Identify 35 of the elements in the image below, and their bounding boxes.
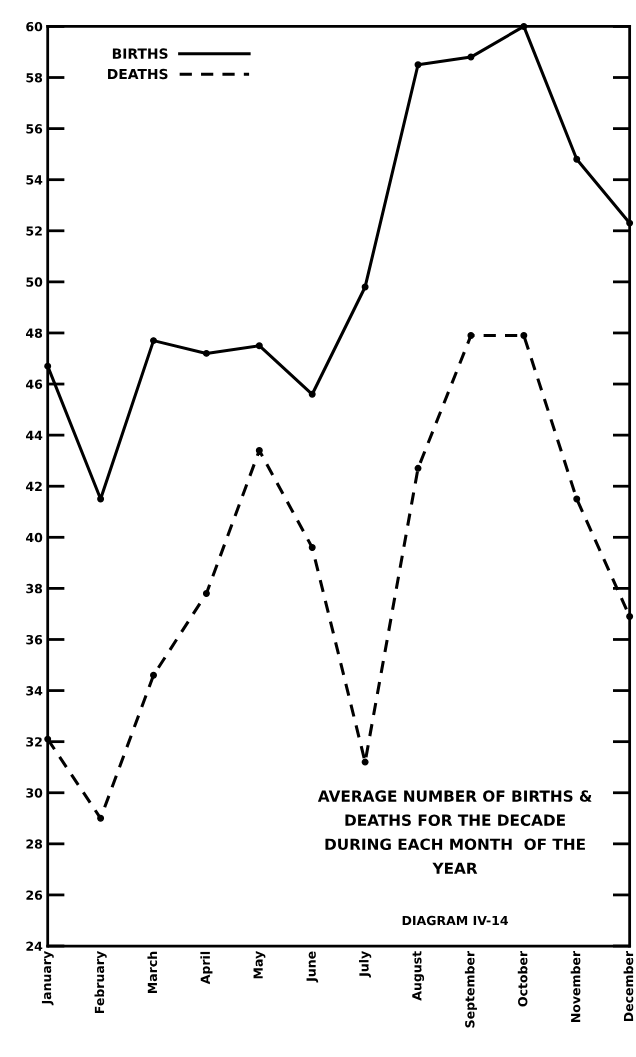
x-tick-label: November: [570, 950, 581, 1023]
x-tick-label: June: [306, 951, 319, 983]
text: DIAGRAM IV-14: [402, 915, 509, 926]
x-tick-label: April: [200, 951, 213, 985]
y-tick-label: 38: [26, 583, 43, 594]
y-tick-label: 58: [26, 72, 43, 83]
x-tick-label: October: [517, 950, 528, 1007]
x-tick-label: May: [253, 951, 266, 979]
x-tick-label: December: [623, 950, 634, 1022]
y-tick-label: 30: [26, 788, 43, 798]
y-tick-label: 34: [26, 686, 43, 696]
x-tick-label: March: [147, 951, 158, 994]
x-tick-label: February: [94, 951, 107, 1013]
y-tick-label: 46: [26, 379, 43, 389]
y-tick-label: 26: [26, 890, 43, 900]
y-tick-label: 54: [26, 175, 43, 185]
legend-label: BIRTHS: [112, 48, 168, 59]
legend-label: DEATHS: [108, 68, 168, 80]
y-tick-label: 44: [26, 430, 43, 440]
y-tick-label: 48: [26, 328, 43, 338]
y-tick-label: 42: [26, 481, 42, 491]
x-tick-label: July: [359, 951, 372, 978]
y-tick-label: 56: [26, 124, 43, 134]
y-tick-label: 32: [26, 737, 42, 747]
x-tick-label: September: [464, 950, 477, 1028]
x-tick-label: August: [412, 951, 425, 1001]
y-tick-label: 52: [26, 226, 42, 236]
x-tick-label: January: [41, 951, 54, 1006]
y-tick-label: 36: [26, 634, 43, 645]
y-tick-label: 40: [26, 532, 43, 543]
y-tick-label: 28: [26, 839, 43, 849]
y-tick-label: 50: [26, 277, 43, 287]
y-tick-label: 24: [26, 941, 43, 951]
text: AVERAGE NUMBER OF BIRTHS & DEATHS FOR THE DECADE DURING EACH MONTH OF THE YEAR: [317, 790, 592, 874]
y-tick-label: 60: [26, 21, 43, 32]
